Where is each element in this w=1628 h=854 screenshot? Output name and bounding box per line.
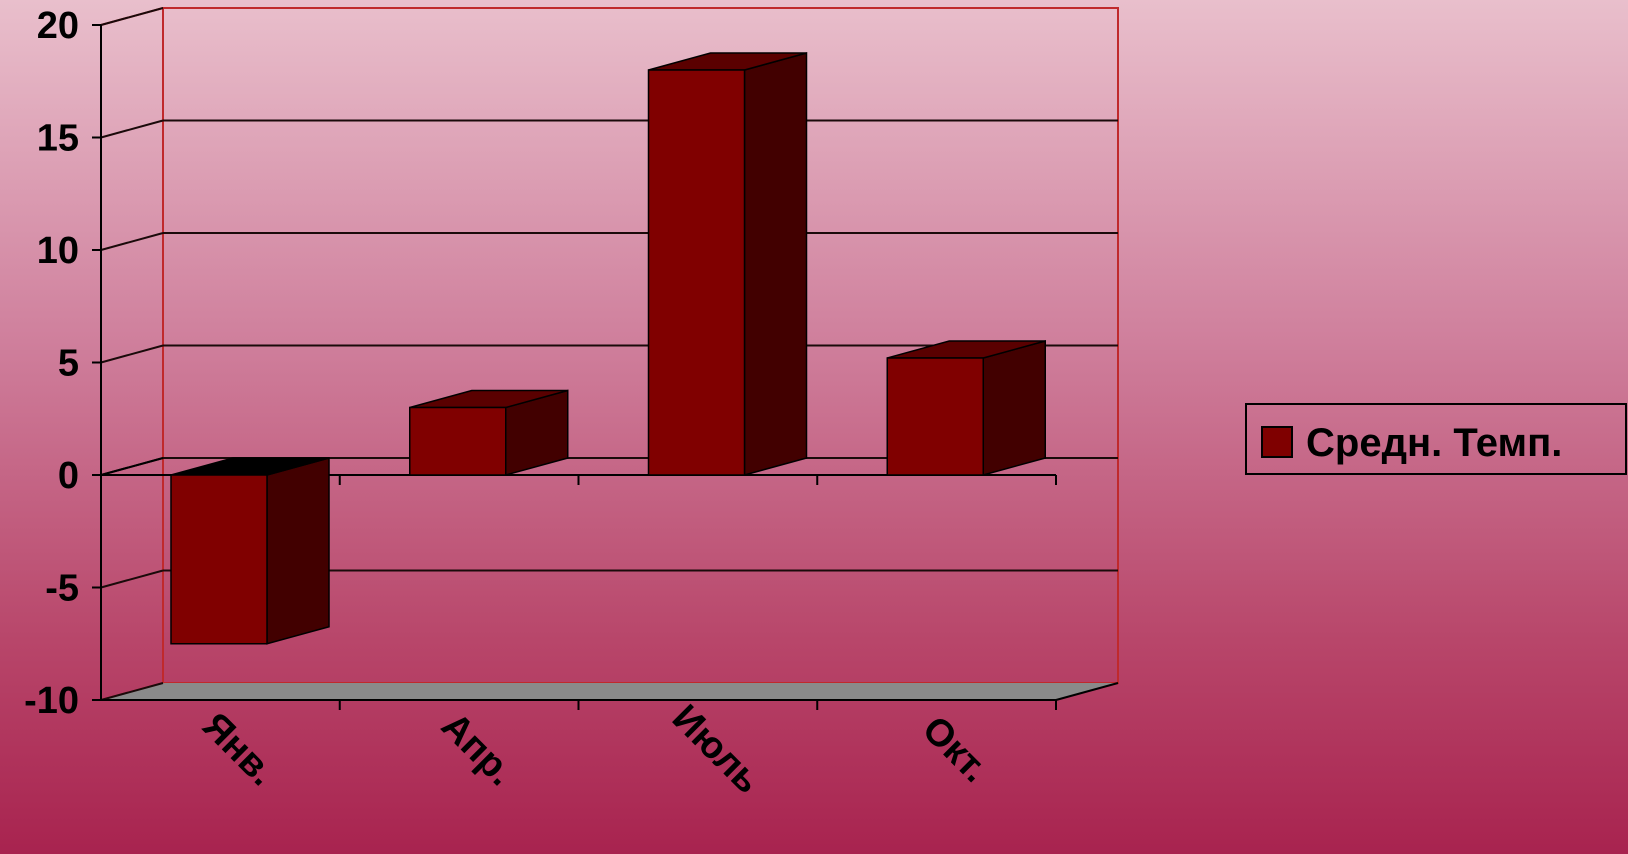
bar-front [886,357,984,476]
x-tick-label: Июль [664,697,769,802]
x-tick-label: Окт. [914,708,996,790]
x-tick-label: Апр. [433,705,522,794]
bar-side [743,52,808,476]
gridline-side [100,232,164,251]
y-tick-label: 10 [37,230,79,272]
floor-right-edge [1055,682,1119,701]
bar-front [409,406,507,476]
legend-swatch [1261,426,1293,458]
bar-2 [409,389,569,476]
gridline-side [100,344,164,364]
y-tick-label: 15 [37,118,79,160]
y-tick-label: -5 [45,568,79,610]
bar-side [266,457,330,645]
bar-1 [170,457,330,645]
gridline-side [100,7,164,26]
y-tick-label: -10 [24,680,79,722]
legend: Средн. Темп. [1245,403,1627,475]
bar-4 [886,340,1046,476]
bar-3 [647,52,808,476]
x-axis-zero-depth [100,457,164,476]
legend-box [1245,403,1627,475]
bar-side [982,340,1046,476]
y-tick-label: 5 [58,343,79,385]
bars [170,52,1046,645]
bar-front [647,69,746,476]
gridline-side [100,119,164,139]
legend-label: Средн. Темп. [1306,421,1562,465]
floor [101,683,1118,700]
y-tick-label: 0 [58,455,79,497]
gridline-side [100,569,164,589]
gridline-side [100,682,164,701]
y-tick-label: 20 [37,5,79,47]
x-tick-label: Янв. [194,705,283,794]
bar-front [170,474,268,645]
